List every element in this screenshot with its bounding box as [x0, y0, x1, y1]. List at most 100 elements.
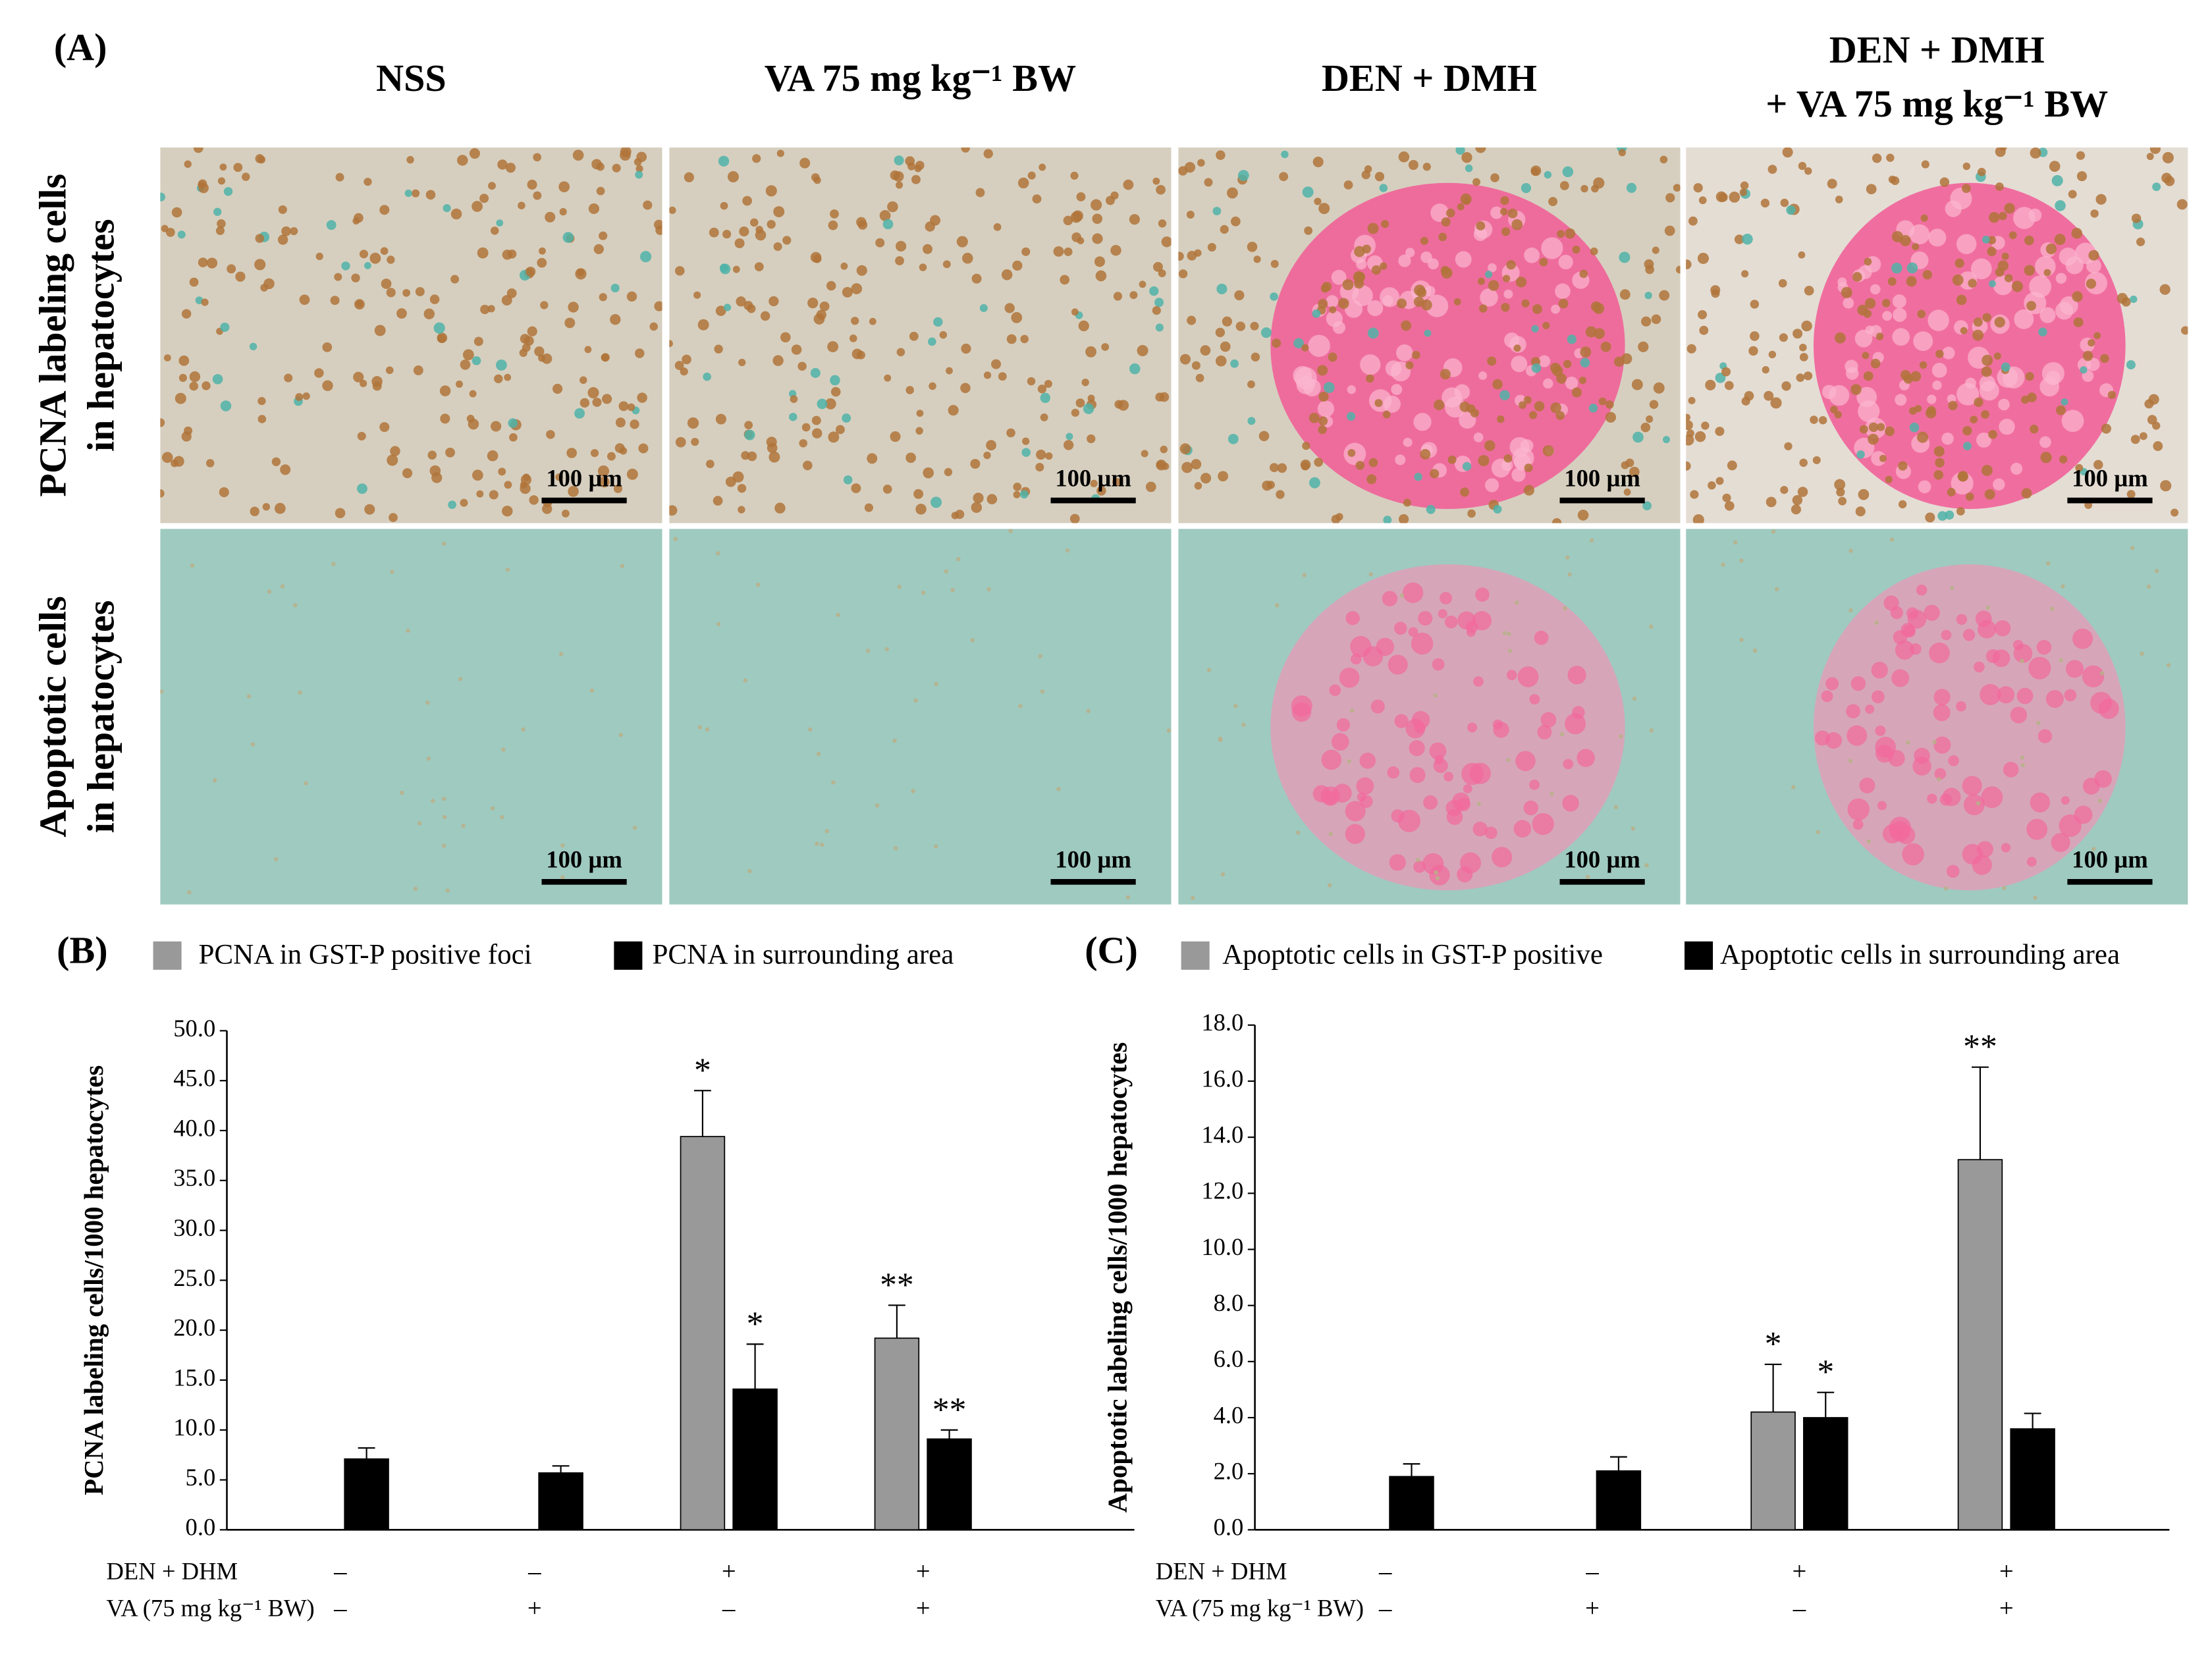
- nucleus: [2101, 423, 2111, 434]
- nucleus: [1906, 276, 1917, 287]
- nucleus: [390, 570, 394, 574]
- nucleus: [1791, 785, 1796, 789]
- lesion-cell: [1511, 467, 1526, 482]
- nucleus: [255, 234, 265, 243]
- nucleus: [843, 475, 853, 485]
- nucleus: [673, 537, 678, 541]
- nucleus: [1864, 257, 1872, 266]
- significance: *: [694, 1052, 711, 1089]
- nucleus: [1475, 147, 1486, 153]
- nucleus: [2086, 279, 2097, 289]
- nucleus: [2050, 606, 2055, 611]
- treatment-sign: +: [1585, 1594, 1600, 1622]
- nucleus: [1810, 415, 1818, 424]
- row-label: PCNA labeling cells: [31, 174, 74, 497]
- nucleus: [257, 415, 267, 423]
- lesion-cell: [1903, 625, 1916, 638]
- nucleus: [445, 888, 450, 893]
- nucleus: [1937, 777, 1941, 782]
- lesion-cell: [1473, 676, 1484, 687]
- lesion-cell: [2045, 371, 2061, 385]
- nucleus: [1734, 234, 1744, 244]
- nucleus: [627, 403, 635, 412]
- nucleus: [620, 149, 631, 161]
- lesion-cell: [1976, 432, 1992, 448]
- nucleus: [508, 418, 518, 428]
- nucleus: [206, 257, 218, 269]
- lesion-cell: [1910, 643, 1922, 655]
- nucleus: [220, 322, 230, 333]
- nucleus: [993, 223, 1002, 231]
- lesion-cell: [1380, 287, 1400, 307]
- row-label: Apoptotic cells: [31, 596, 74, 837]
- nucleus: [280, 464, 291, 475]
- nucleus: [326, 220, 337, 230]
- nucleus: [497, 159, 508, 170]
- nucleus: [1260, 327, 1272, 338]
- nucleus: [1663, 436, 1670, 444]
- nucleus: [1433, 693, 1438, 698]
- y-tick-label: 16.0: [1201, 1065, 1243, 1092]
- nucleus: [744, 429, 755, 441]
- nucleus: [1318, 203, 1330, 215]
- lesion-cell: [1997, 686, 2015, 704]
- nucleus: [948, 404, 959, 416]
- treatment-sign: –: [333, 1557, 347, 1586]
- nucleus: [1741, 270, 1749, 278]
- lesion-cell: [1821, 690, 1833, 703]
- lesion-cell: [1909, 224, 1930, 245]
- nucleus: [415, 286, 425, 296]
- nucleus: [1841, 286, 1852, 298]
- column-header: DEN + DMH: [1829, 28, 2045, 71]
- nucleus: [643, 200, 653, 210]
- y-tick-label: 30.0: [173, 1214, 215, 1241]
- nucleus: [1688, 216, 1698, 226]
- nucleus: [1017, 177, 1029, 189]
- nucleus: [1874, 620, 1879, 625]
- nucleus: [592, 397, 602, 407]
- nucleus: [1368, 572, 1374, 577]
- lesion-cell: [1413, 413, 1432, 431]
- nucleus: [280, 584, 285, 589]
- nucleus: [882, 219, 894, 230]
- significance: **: [1963, 1028, 1997, 1066]
- nucleus: [933, 844, 938, 849]
- nucleus: [1090, 479, 1098, 487]
- nucleus: [973, 493, 984, 504]
- nucleus: [618, 733, 623, 737]
- nucleus: [893, 846, 898, 851]
- nucleus: [942, 260, 951, 269]
- nucleus: [2088, 250, 2099, 261]
- nucleus: [1848, 608, 1853, 613]
- nucleus: [504, 481, 512, 489]
- nucleus: [1027, 171, 1036, 180]
- nucleus: [250, 506, 259, 516]
- nucleus: [1302, 573, 1307, 577]
- nucleus: [1076, 192, 1086, 201]
- nucleus: [1300, 459, 1311, 470]
- nucleus: [915, 503, 927, 515]
- lesion-cell: [1454, 384, 1470, 400]
- lesion-cell: [1934, 768, 1947, 780]
- nucleus: [1364, 165, 1372, 173]
- lesion-cell: [1394, 714, 1409, 728]
- nucleus: [374, 325, 386, 336]
- lesion-cell: [1347, 385, 1356, 394]
- legend-label: PCNA in GST-P positive foci: [198, 939, 531, 970]
- nucleus: [213, 207, 222, 216]
- nucleus: [1501, 227, 1511, 236]
- lesion-cell: [1395, 344, 1413, 361]
- nucleus: [580, 398, 590, 408]
- nucleus: [635, 348, 645, 358]
- nucleus: [1457, 203, 1465, 211]
- legend-swatch: [614, 941, 643, 970]
- nucleus: [302, 392, 310, 400]
- nucleus: [1374, 398, 1383, 408]
- nucleus: [2030, 147, 2041, 159]
- nucleus: [1531, 363, 1542, 373]
- nucleus: [682, 354, 691, 365]
- lesion-cell: [1946, 865, 1960, 878]
- nucleus: [364, 261, 371, 269]
- nucleus: [588, 203, 599, 215]
- nucleus: [2033, 895, 2037, 900]
